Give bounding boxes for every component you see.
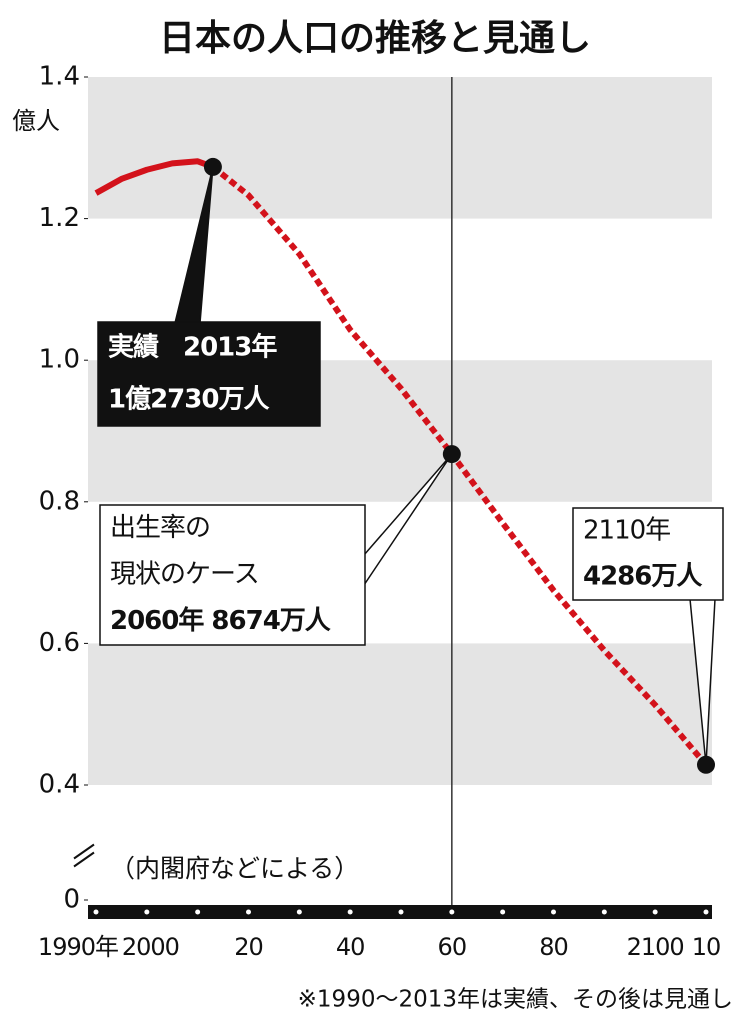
x-tick-label: 2000 [122, 933, 179, 961]
x-tick-label: 40 [336, 933, 365, 961]
axis-dot [601, 909, 607, 915]
y-tick-label: 0 [63, 885, 80, 915]
annotation-text: 1億2730万人 [108, 385, 269, 415]
annotation: 実績 2013年 1億2730万人 [97, 166, 321, 427]
x-tick-label: 80 [539, 933, 568, 961]
footnote: ※1990～2013年は実績、その後は見通し [298, 987, 733, 1013]
annotation-text: 2110年 [583, 516, 670, 546]
y-tick-label: 1.2 [39, 203, 80, 233]
callout-box [572, 507, 724, 601]
callout-box [97, 321, 321, 427]
plot-background: 0 0.4 0.6 0.8 1.0 1.2 1.4 [39, 62, 712, 915]
band [88, 77, 712, 219]
axis-break [73, 843, 95, 868]
axis-dot [551, 909, 556, 915]
x-tick-label: 60 [438, 933, 467, 961]
band [88, 643, 712, 785]
axis-dot [144, 909, 150, 915]
y-unit: 億人 [12, 107, 60, 135]
x-tick-label: 1990年 [38, 933, 118, 961]
x-tick-label: 20 [234, 933, 263, 961]
y-tick-label: 0.4 [39, 770, 80, 800]
point [697, 755, 715, 774]
x-tick-label: 10 [692, 933, 721, 961]
point [442, 445, 461, 464]
annotation-text: 現状のケース [110, 560, 259, 590]
y-tick-label: 0.6 [39, 628, 80, 658]
axis-dot [449, 909, 455, 915]
axis-dot [703, 909, 709, 915]
axis-dot [500, 909, 506, 915]
axis-dot [93, 909, 99, 915]
axis-dot [652, 909, 658, 915]
axis-dot [347, 909, 353, 915]
callout-box [99, 504, 366, 646]
annotation-text: 2060年 8674万人 [110, 605, 331, 636]
source: （内閣府などによる） [110, 854, 359, 883]
y-tick-label: 0.8 [39, 486, 80, 516]
point [203, 157, 222, 176]
axis-dot [296, 909, 302, 915]
line [94, 158, 214, 196]
axis-dot [398, 909, 404, 915]
annotation: 2110年 4286万人 [572, 507, 724, 765]
x-tick-label: 2100 [627, 933, 684, 961]
axis-dot [195, 909, 201, 915]
annotation-text: 4286万人 [583, 562, 702, 592]
chart-title: 日本の人口の推移と見通し [159, 18, 591, 59]
y-tick-label: 1.4 [39, 62, 80, 92]
axis-dot [246, 909, 251, 915]
y-tick-label: 1.0 [39, 345, 80, 375]
annotation-text: 実績 2013年 [108, 332, 277, 363]
annotation-text: 出生率の [110, 513, 210, 543]
